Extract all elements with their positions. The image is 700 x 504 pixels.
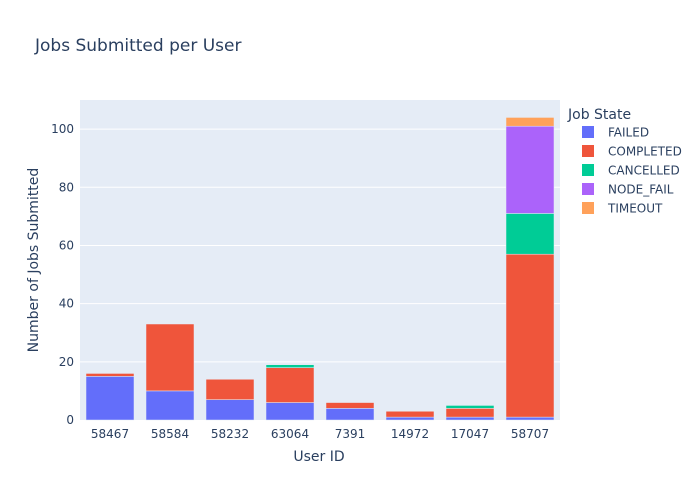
bar-segment-completed xyxy=(85,373,135,377)
bar-segment-failed xyxy=(145,390,195,421)
y-axis-ticks: 0 20 40 60 80 100 xyxy=(51,122,74,427)
x-tick-label: 17047 xyxy=(451,427,489,441)
x-tick-label: 58232 xyxy=(211,427,249,441)
bar-segment-failed xyxy=(325,408,375,421)
bar-segment-completed xyxy=(505,253,555,418)
y-tick-label: 40 xyxy=(59,297,74,311)
x-tick-label: 58707 xyxy=(511,427,549,441)
bar-segment-node-fail xyxy=(505,125,555,214)
legend: Job State FAILED COMPLETED CANCELLED NODE_F… xyxy=(567,107,682,216)
x-tick-label: 63064 xyxy=(271,427,309,441)
bar-segment-cancelled xyxy=(505,213,555,255)
bar-segment-failed xyxy=(205,399,255,421)
bar-segment-failed xyxy=(505,416,555,421)
y-tick-label: 20 xyxy=(59,355,74,369)
bar-segment-completed xyxy=(205,379,255,400)
bar-segment-failed xyxy=(385,416,435,421)
legend-item-label[interactable]: COMPLETED xyxy=(608,145,682,159)
legend-swatch[interactable] xyxy=(582,126,594,138)
x-tick-label: 58584 xyxy=(151,427,189,441)
x-tick-label: 58467 xyxy=(91,427,129,441)
x-axis-ticks: 58467 58584 58232 63064 7391 14972 17047 58707 xyxy=(91,427,549,441)
y-axis-title: Number of Jobs Submitted xyxy=(26,168,42,353)
y-tick-label: 100 xyxy=(51,122,74,136)
bars xyxy=(85,117,555,421)
x-tick-label: 7391 xyxy=(335,427,366,441)
legend-swatch[interactable] xyxy=(582,183,594,195)
x-axis-title: User ID xyxy=(293,449,344,465)
bar-segment-failed xyxy=(85,376,135,421)
bar-segment-failed xyxy=(445,416,495,421)
y-tick-label: 0 xyxy=(66,413,74,427)
legend-item-label[interactable]: NODE_FAIL xyxy=(608,183,674,197)
legend-swatch[interactable] xyxy=(582,164,594,176)
bar-segment-completed xyxy=(385,411,435,418)
bar-segment-timeout xyxy=(505,117,555,127)
bar-segment-completed xyxy=(325,402,375,409)
legend-swatch[interactable] xyxy=(582,145,594,157)
legend-item-label[interactable]: CANCELLED xyxy=(608,164,680,178)
legend-item-label[interactable]: FAILED xyxy=(608,126,649,140)
x-tick-label: 14972 xyxy=(391,427,429,441)
y-tick-label: 80 xyxy=(59,180,74,194)
chart-title: Jobs Submitted per User xyxy=(34,36,241,56)
bar-segment-failed xyxy=(265,402,315,421)
y-tick-label: 60 xyxy=(59,238,74,252)
bar-segment-cancelled xyxy=(265,364,315,368)
bar-segment-completed xyxy=(145,323,195,392)
legend-title: Job State xyxy=(567,107,631,123)
bar-segment-completed xyxy=(445,408,495,418)
legend-item-label[interactable]: TIMEOUT xyxy=(607,202,663,216)
bar-segment-completed xyxy=(265,367,315,403)
bar-segment-cancelled xyxy=(445,405,495,409)
legend-swatch[interactable] xyxy=(582,202,594,214)
